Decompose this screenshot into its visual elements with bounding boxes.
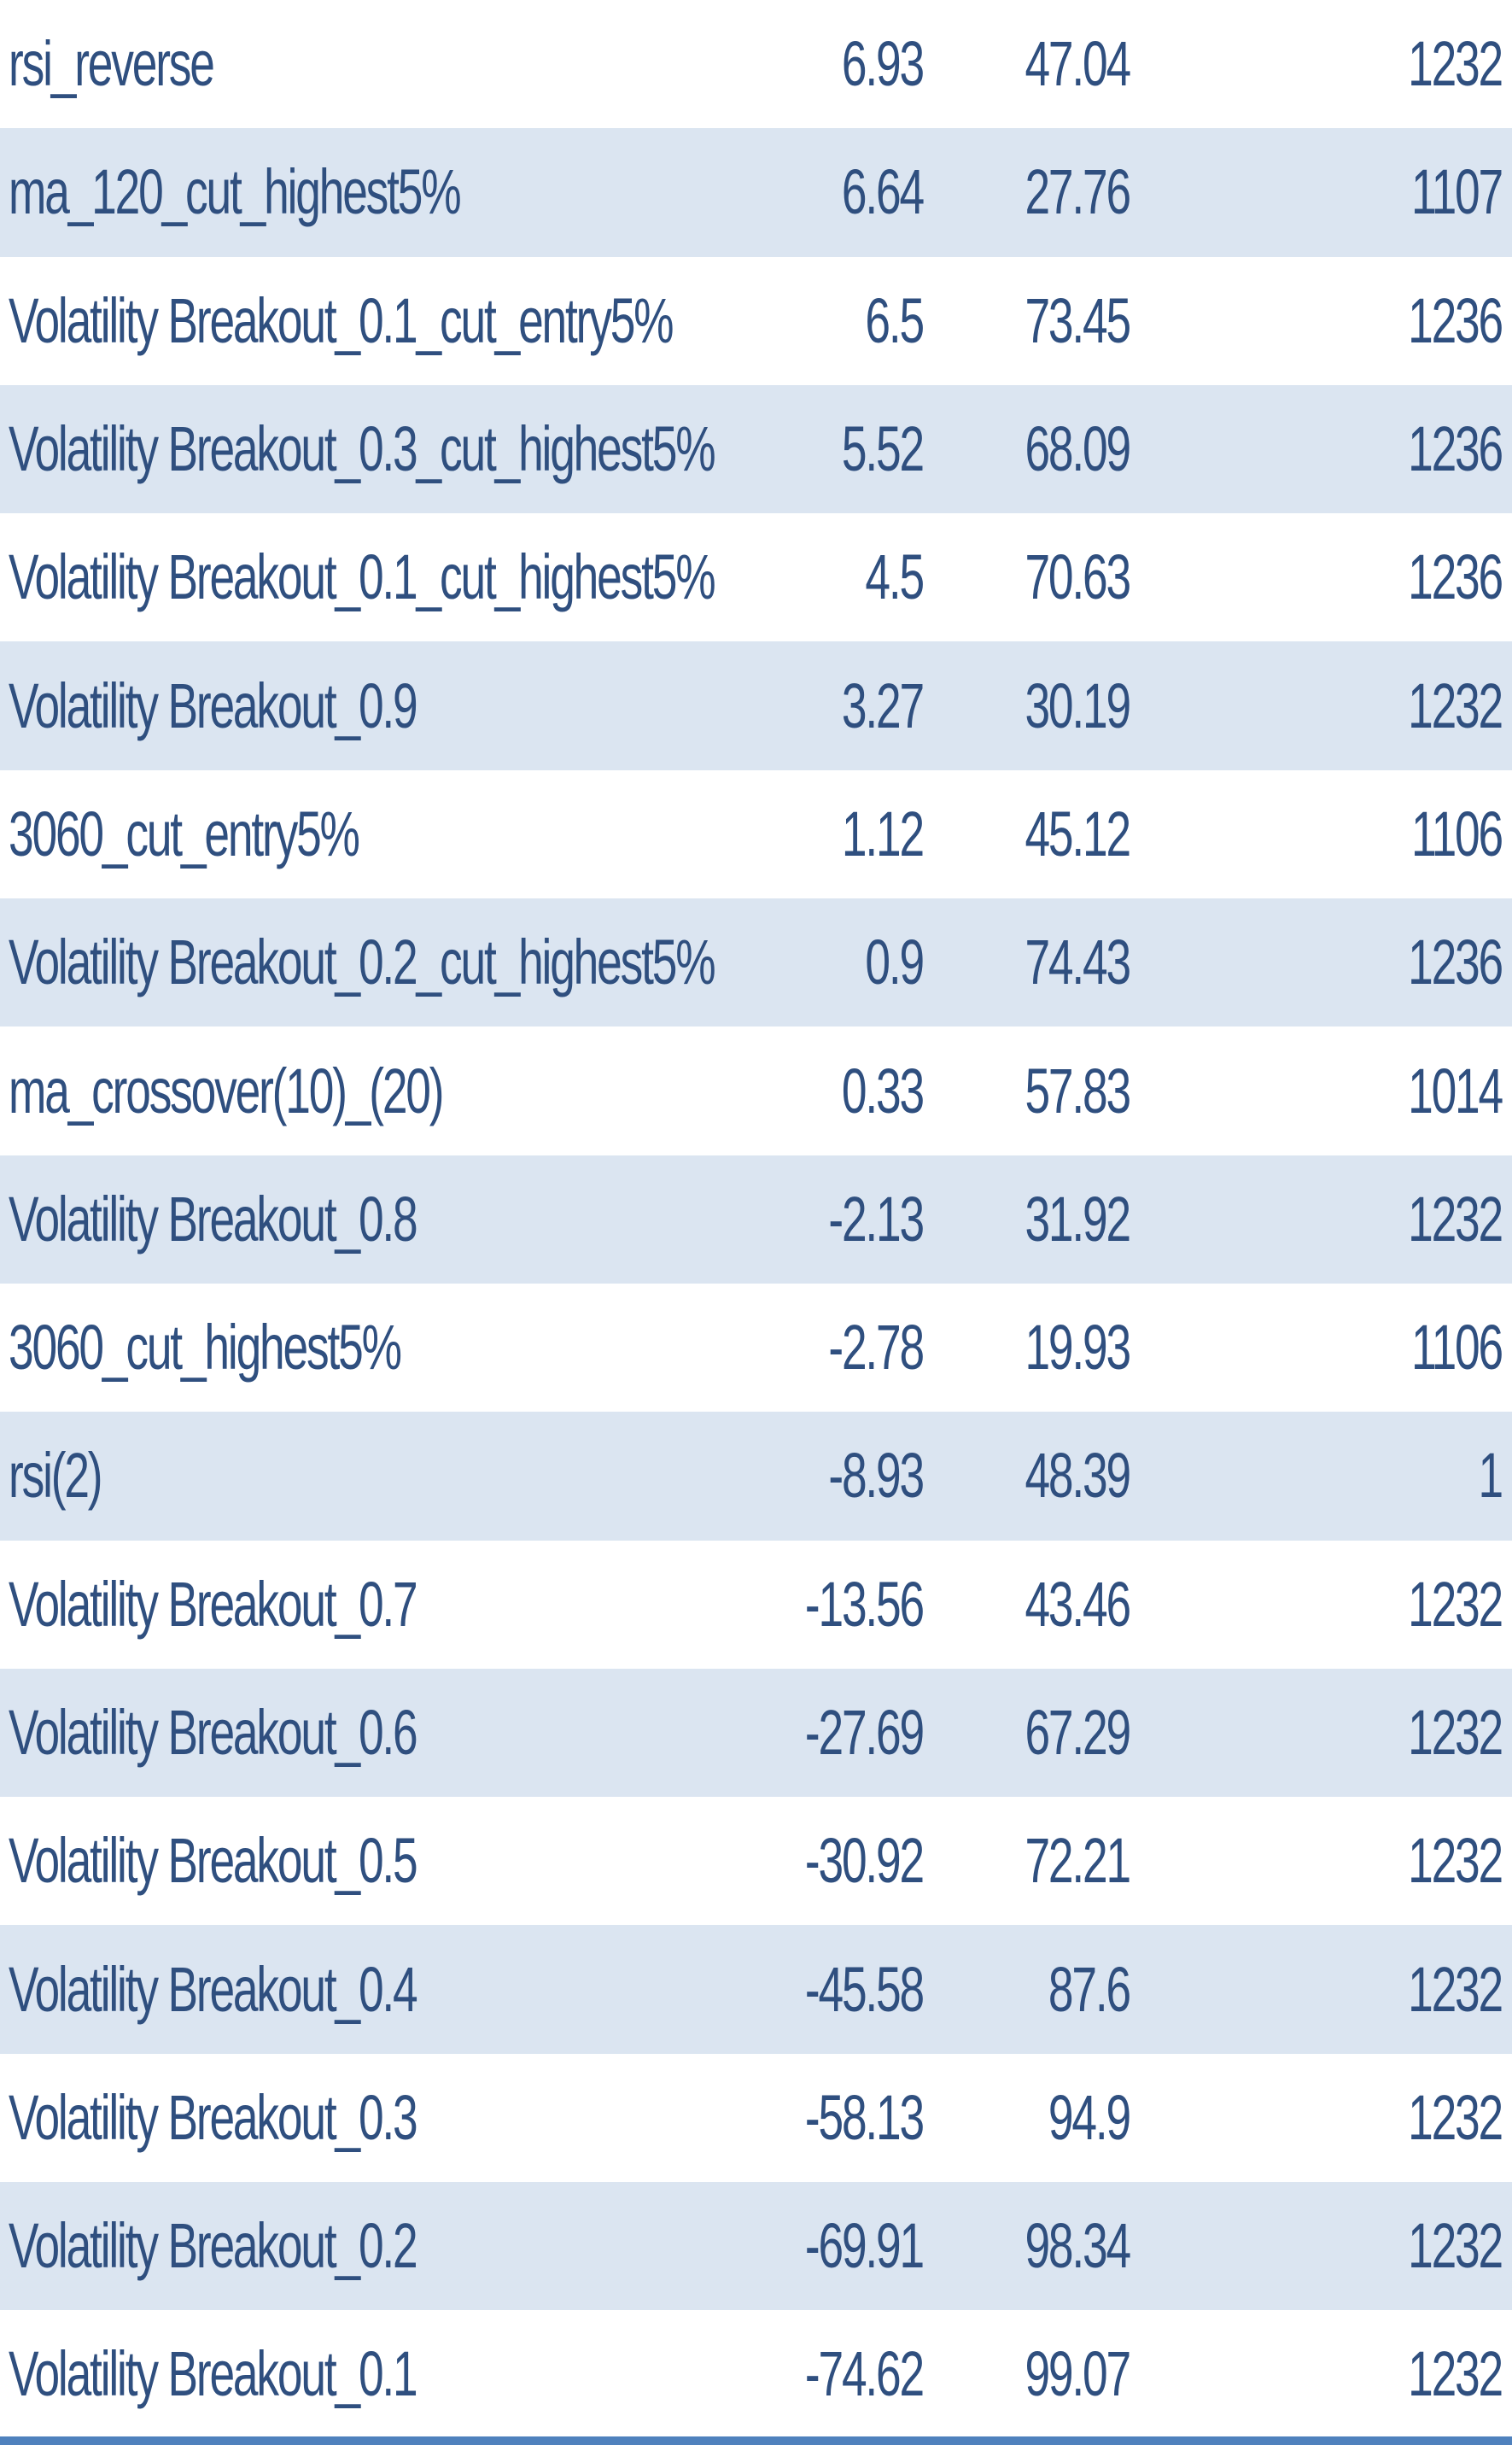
table-row: Volatility Breakout_0.9 3.27 30.19 1232	[0, 641, 1512, 770]
value-cell-1: -74.62	[804, 2338, 925, 2410]
value-cell-3: 1236	[1408, 284, 1503, 356]
value-cell-2: 31.92	[1025, 1183, 1131, 1255]
table-row: Volatility Breakout_0.2_cut_highest5% 0.…	[0, 898, 1512, 1027]
table-row: Volatility Breakout_0.3 -58.13 94.9 1232	[0, 2054, 1512, 2182]
value-cell-3: 1232	[1408, 1697, 1503, 1768]
strategy-name-cell: Volatility Breakout_0.6	[9, 1697, 418, 1768]
value-cell-3: 1232	[1408, 1183, 1503, 1255]
value-cell-3: 1232	[1408, 28, 1503, 100]
value-cell-1: -27.69	[804, 1697, 925, 1768]
table-bottom-border	[0, 2436, 1512, 2445]
value-cell-2: 73.45	[1025, 284, 1131, 356]
value-cell-2: 98.34	[1025, 2210, 1131, 2282]
table-row: Volatility Breakout_0.3_cut_highest5% 5.…	[0, 384, 1512, 514]
table-row: rsi(2) -8.93 48.39 1	[0, 1412, 1512, 1541]
strategy-name-cell: Volatility Breakout_0.1_cut_entry5%	[9, 284, 674, 356]
value-cell-2: 43.46	[1025, 1568, 1131, 1640]
value-cell-1: -30.92	[804, 1825, 925, 1897]
strategy-name-cell: Volatility Breakout_0.2_cut_highest5%	[9, 927, 716, 998]
value-cell-1: -2.78	[828, 1312, 925, 1383]
value-cell-1: 6.64	[841, 156, 925, 228]
table-row: Volatility Breakout_0.6 -27.69 67.29 123…	[0, 1668, 1512, 1798]
value-cell-3: 1232	[1408, 1568, 1503, 1640]
table-row: Volatility Breakout_0.8 -2.13 31.92 1232	[0, 1155, 1512, 1284]
value-cell-3: 1014	[1408, 1055, 1503, 1126]
strategy-name-cell: Volatility Breakout_0.2	[9, 2210, 418, 2282]
value-cell-3: 1232	[1408, 2081, 1503, 2153]
value-cell-2: 70.63	[1025, 541, 1131, 613]
value-cell-1: -2.13	[828, 1183, 925, 1255]
value-cell-3: 1236	[1408, 413, 1503, 485]
table-row: 3060_cut_entry5% 1.12 45.12 1106	[0, 770, 1512, 898]
table-row: Volatility Breakout_0.1_cut_highest5% 4.…	[0, 513, 1512, 641]
value-cell-1: -8.93	[828, 1440, 925, 1512]
value-cell-3: 1232	[1408, 2210, 1503, 2282]
strategy-name-cell: Volatility Breakout_0.1_cut_highest5%	[9, 541, 716, 613]
table-row: Volatility Breakout_0.7 -13.56 43.46 123…	[0, 1541, 1512, 1669]
value-cell-2: 30.19	[1025, 670, 1131, 741]
value-cell-2: 47.04	[1025, 28, 1131, 100]
value-cell-2: 68.09	[1025, 413, 1131, 485]
value-cell-3: 1232	[1408, 1825, 1503, 1897]
table-row: ma_120_cut_highest5% 6.64 27.76 1107	[0, 128, 1512, 257]
strategy-name-cell: rsi(2)	[9, 1440, 103, 1512]
value-cell-3: 1106	[1411, 798, 1503, 869]
strategy-name-cell: Volatility Breakout_0.8	[9, 1183, 418, 1255]
value-cell-1: -45.58	[804, 1953, 925, 2025]
table-row: Volatility Breakout_0.1 -74.62 99.07 123…	[0, 2310, 1512, 2438]
value-cell-1: -69.91	[804, 2210, 925, 2282]
value-cell-1: -13.56	[804, 1568, 925, 1640]
value-cell-2: 72.21	[1025, 1825, 1131, 1897]
strategy-name-cell: 3060_cut_entry5%	[9, 798, 360, 869]
value-cell-3: 1236	[1408, 927, 1503, 998]
strategy-name-cell: ma_120_cut_highest5%	[9, 156, 462, 228]
table-row: Volatility Breakout_0.5 -30.92 72.21 123…	[0, 1797, 1512, 1925]
value-cell-1: 6.5	[865, 284, 925, 356]
value-cell-1: 0.9	[865, 927, 925, 998]
value-cell-3: 1236	[1408, 541, 1503, 613]
value-cell-1: 3.27	[841, 670, 925, 741]
strategy-name-cell: rsi_reverse	[9, 28, 215, 100]
value-cell-3: 1232	[1408, 2338, 1503, 2410]
table-row: Volatility Breakout_0.2 -69.91 98.34 123…	[0, 2182, 1512, 2311]
value-cell-1: -58.13	[804, 2081, 925, 2153]
value-cell-3: 1	[1478, 1440, 1504, 1512]
table-row: ma_crossover(10)_(20) 0.33 57.83 1014	[0, 1027, 1512, 1155]
value-cell-2: 99.07	[1025, 2338, 1131, 2410]
strategy-name-cell: Volatility Breakout_0.9	[9, 670, 418, 741]
value-cell-2: 57.83	[1025, 1055, 1131, 1126]
table-row: Volatility Breakout_0.4 -45.58 87.6 1232	[0, 1925, 1512, 2054]
value-cell-2: 48.39	[1025, 1440, 1131, 1512]
strategy-name-cell: Volatility Breakout_0.3	[9, 2081, 418, 2153]
value-cell-3: 1107	[1411, 156, 1503, 228]
table-row: 3060_cut_highest5% -2.78 19.93 1106	[0, 1284, 1512, 1412]
value-cell-1: 1.12	[841, 798, 925, 869]
value-cell-2: 45.12	[1025, 798, 1131, 869]
strategy-name-cell: 3060_cut_highest5%	[9, 1312, 402, 1383]
value-cell-1: 0.33	[841, 1055, 925, 1126]
value-cell-1: 4.5	[865, 541, 925, 613]
value-cell-3: 1232	[1408, 1953, 1503, 2025]
value-cell-2: 74.43	[1025, 927, 1131, 998]
value-cell-1: 5.52	[841, 413, 925, 485]
strategy-name-cell: Volatility Breakout_0.3_cut_highest5%	[9, 413, 716, 485]
strategy-name-cell: Volatility Breakout_0.7	[9, 1568, 418, 1640]
strategy-name-cell: Volatility Breakout_0.4	[9, 1953, 418, 2025]
table-row: Volatility Breakout_0.1_cut_entry5% 6.5 …	[0, 257, 1512, 385]
value-cell-2: 87.6	[1048, 1953, 1131, 2025]
value-cell-2: 67.29	[1025, 1697, 1131, 1768]
value-cell-2: 94.9	[1048, 2081, 1131, 2153]
strategy-name-cell: Volatility Breakout_0.5	[9, 1825, 418, 1897]
value-cell-2: 27.76	[1025, 156, 1131, 228]
table-row: rsi_reverse 6.93 47.04 1232	[0, 0, 1512, 128]
strategy-name-cell: ma_crossover(10)_(20)	[9, 1055, 445, 1126]
strategy-name-cell: Volatility Breakout_0.1	[9, 2338, 418, 2410]
value-cell-3: 1106	[1411, 1312, 1503, 1383]
value-cell-1: 6.93	[841, 28, 925, 100]
value-cell-3: 1232	[1408, 670, 1503, 741]
value-cell-2: 19.93	[1025, 1312, 1131, 1383]
